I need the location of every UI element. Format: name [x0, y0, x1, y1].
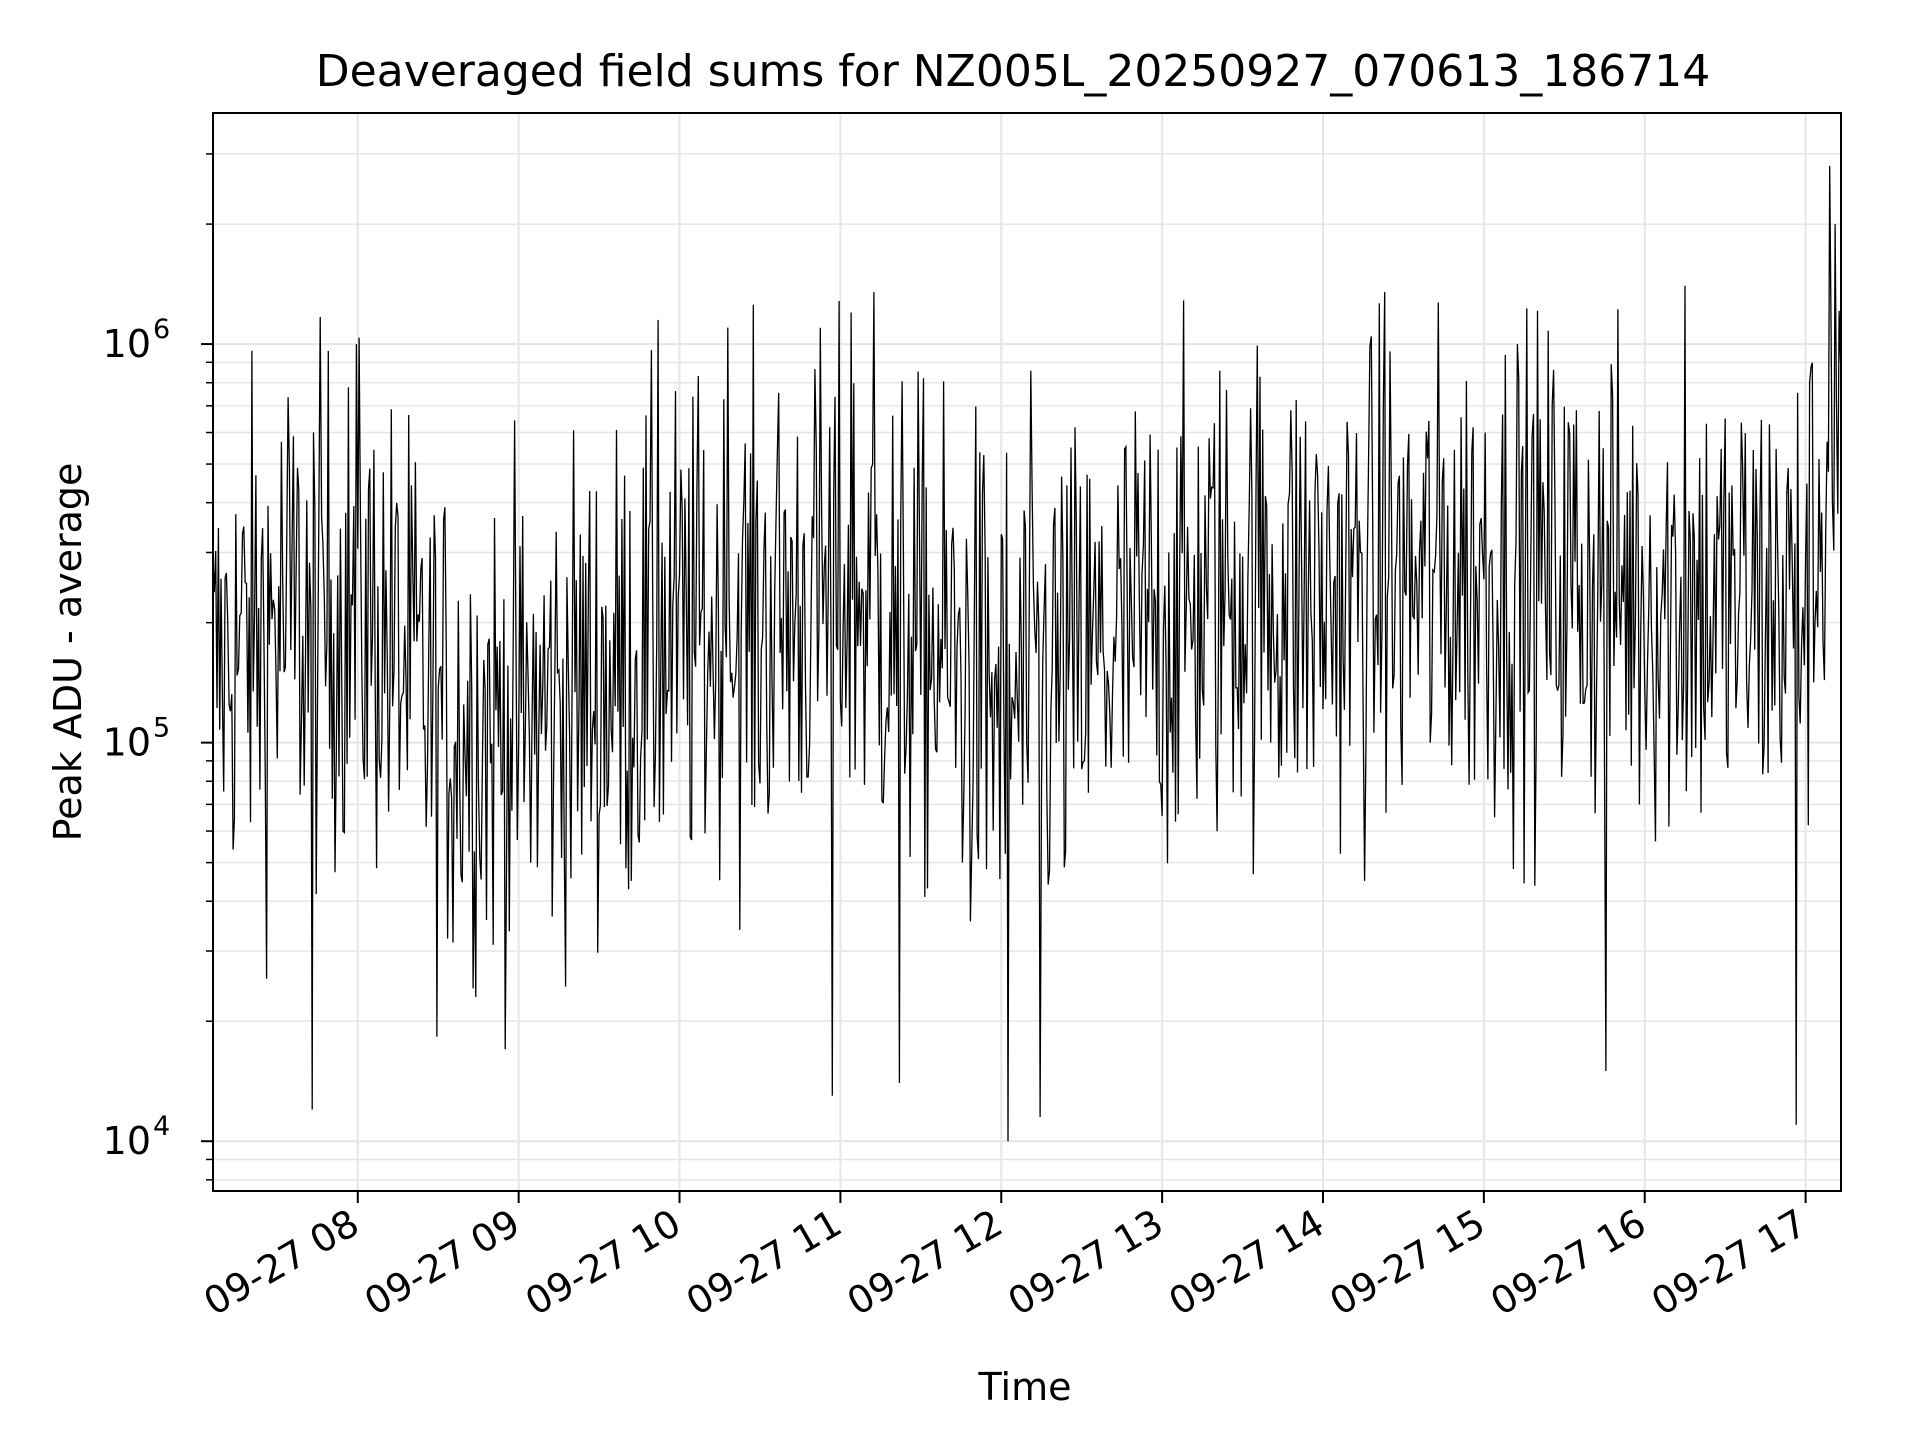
- y-tick-label-exponent: 5: [153, 713, 170, 744]
- y-tick-label: 10: [103, 322, 151, 366]
- chart-title: Deaveraged field sums for NZ005L_2025092…: [316, 46, 1710, 97]
- x-axis-label: Time: [978, 1365, 1072, 1409]
- y-axis-label: Peak ADU - average: [46, 463, 90, 842]
- y-tick-label: 10: [103, 721, 151, 765]
- plot-frame: [212, 112, 1842, 1192]
- y-tick-label-exponent: 6: [153, 314, 170, 345]
- y-tick-label-exponent: 4: [153, 1111, 170, 1142]
- series-line: [213, 165, 1841, 1142]
- data-series: [213, 165, 1841, 1142]
- y-tick-label: 10: [103, 1119, 151, 1163]
